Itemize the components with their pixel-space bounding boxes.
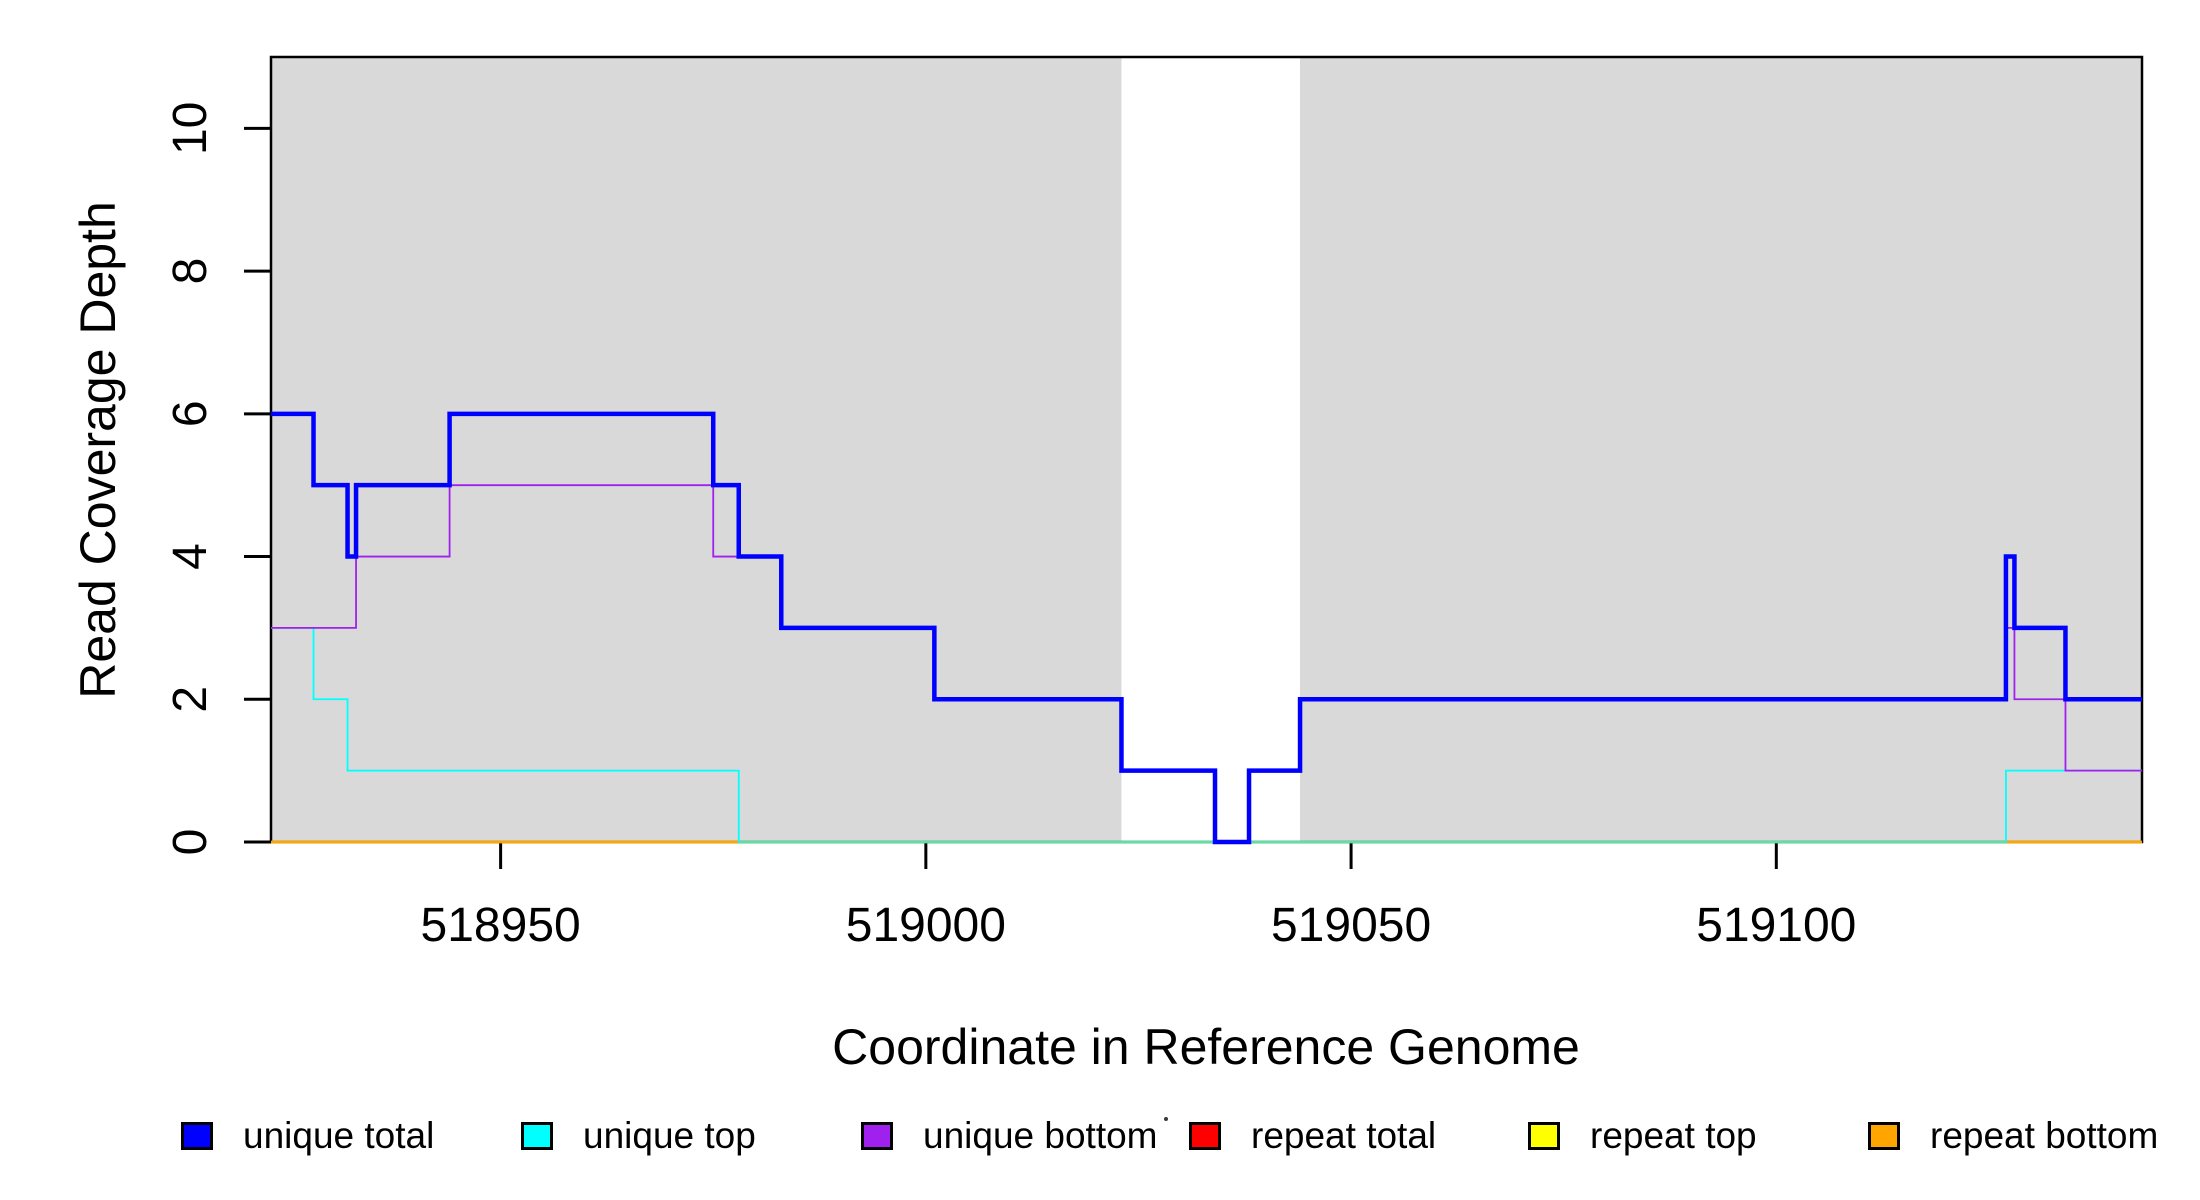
- y-tick-label: 6: [164, 400, 217, 427]
- repeat-region-right: [1300, 57, 2142, 842]
- series-unique-top: [271, 627, 2142, 843]
- x-tick-label: 519100: [1696, 899, 1856, 952]
- y-tick-label: 10: [164, 102, 217, 155]
- y-tick-label: 8: [164, 258, 217, 285]
- x-tick-label: 518950: [421, 899, 581, 952]
- y-axis-title: Read Coverage Depth: [70, 201, 126, 699]
- stray-dot-artifact: [1164, 1117, 1168, 1121]
- x-axis-title: Coordinate in Reference Genome: [832, 1019, 1580, 1075]
- repeat-region-left: [271, 57, 1122, 842]
- y-tick-label: 0: [164, 829, 217, 856]
- series-unique-total: [271, 411, 2142, 845]
- x-tick-label: 519050: [1271, 899, 1431, 952]
- x-tick-label: 519000: [846, 899, 1006, 952]
- y-tick-label: 2: [164, 686, 217, 713]
- y-tick-label: 4: [164, 543, 217, 570]
